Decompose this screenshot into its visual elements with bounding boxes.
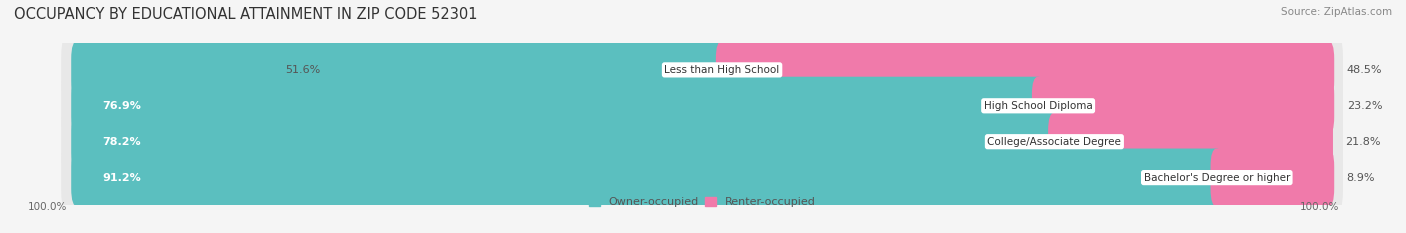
Text: Less than High School: Less than High School <box>665 65 780 75</box>
Text: 100.0%: 100.0% <box>1299 202 1339 212</box>
FancyBboxPatch shape <box>716 41 1334 99</box>
Text: OCCUPANCY BY EDUCATIONAL ATTAINMENT IN ZIP CODE 52301: OCCUPANCY BY EDUCATIONAL ATTAINMENT IN Z… <box>14 7 478 22</box>
Text: High School Diploma: High School Diploma <box>984 101 1092 111</box>
Legend: Owner-occupied, Renter-occupied: Owner-occupied, Renter-occupied <box>585 193 820 212</box>
FancyBboxPatch shape <box>1032 77 1334 135</box>
FancyBboxPatch shape <box>62 100 1343 183</box>
FancyBboxPatch shape <box>72 113 1060 171</box>
Text: 8.9%: 8.9% <box>1347 173 1375 183</box>
Text: 91.2%: 91.2% <box>103 173 141 183</box>
Text: 51.6%: 51.6% <box>285 65 321 75</box>
FancyBboxPatch shape <box>62 65 1343 147</box>
Text: 48.5%: 48.5% <box>1347 65 1382 75</box>
Text: Bachelor's Degree or higher: Bachelor's Degree or higher <box>1143 173 1289 183</box>
Text: 76.9%: 76.9% <box>103 101 142 111</box>
FancyBboxPatch shape <box>1211 148 1334 207</box>
FancyBboxPatch shape <box>72 41 728 99</box>
FancyBboxPatch shape <box>72 148 1223 207</box>
FancyBboxPatch shape <box>1047 113 1333 171</box>
Text: College/Associate Degree: College/Associate Degree <box>987 137 1122 147</box>
Text: 21.8%: 21.8% <box>1346 137 1381 147</box>
FancyBboxPatch shape <box>62 136 1343 219</box>
Text: 78.2%: 78.2% <box>103 137 141 147</box>
Text: 23.2%: 23.2% <box>1347 101 1382 111</box>
Text: 100.0%: 100.0% <box>28 202 67 212</box>
Text: Source: ZipAtlas.com: Source: ZipAtlas.com <box>1281 7 1392 17</box>
FancyBboxPatch shape <box>72 77 1045 135</box>
FancyBboxPatch shape <box>62 29 1343 111</box>
